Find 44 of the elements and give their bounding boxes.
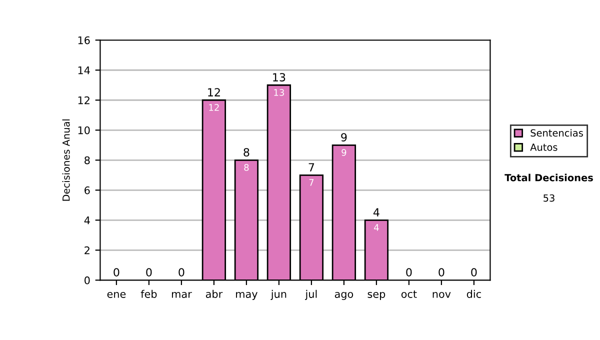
text: 53 [544,194,554,202]
x-tick-label: ene [107,292,126,298]
x-tick-label: feb [140,290,157,298]
data-label: 12 [209,104,219,111]
y-tick-label: 2 [84,246,90,254]
y-tick-label: 14 [78,66,90,74]
total-label: 0 [471,268,477,277]
x-tick-label: nov [432,292,451,298]
y-tick-label: 12 [78,96,90,104]
y-tick-label: 16 [78,36,90,44]
data-label: 9 [342,149,346,156]
x-tick-label: jun [270,290,286,300]
text: Total Decisiones [504,174,593,182]
y-tick-label: 8 [84,156,90,164]
y-tick-label: 0 [84,276,90,284]
total-label: 4 [373,208,380,216]
total-label: 0 [438,268,444,277]
y-tick-label: 6 [84,186,90,194]
data-label: 7 [309,179,314,186]
legend-label: Autos [530,144,558,151]
y-tick-label: 10 [78,126,90,134]
x-tick-label: ago [334,292,354,300]
total-label: 7 [308,163,314,172]
total-label: 13 [273,73,286,82]
x-tick-label: oct [401,290,417,298]
y-tick-label: 4 [84,216,90,224]
total-label: 12 [208,88,220,96]
data-label: 8 [244,164,249,171]
total-label: 9 [341,133,347,142]
x-tick-label: mar [172,292,192,298]
x-tick-label: dic [466,290,481,298]
legend-label: Sentencias [530,129,583,137]
x-tick-label: may [236,292,258,300]
x-tick-label: sep [368,292,386,300]
x-tick-label: abr [206,290,223,298]
total-label: 0 [114,268,120,277]
y-axis-title: Decisiones Anual [62,119,70,201]
data-label: 13 [274,89,284,96]
x-tick-label: jul [305,290,317,300]
data-label: 4 [374,224,379,231]
total-label: 0 [406,268,412,277]
total-label: 0 [146,268,152,277]
total-label: 8 [244,148,250,156]
total-label: 0 [178,268,184,277]
